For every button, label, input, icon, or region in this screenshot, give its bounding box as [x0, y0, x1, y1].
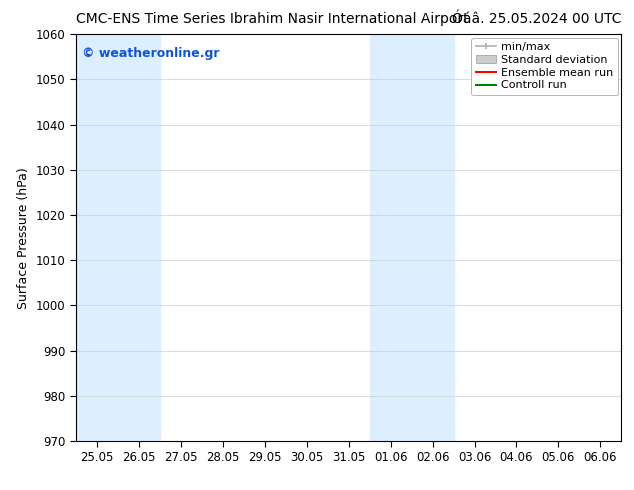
- Legend: min/max, Standard deviation, Ensemble mean run, Controll run: min/max, Standard deviation, Ensemble me…: [471, 38, 618, 95]
- Text: CMC-ENS Time Series Ibrahim Nasir International Airport: CMC-ENS Time Series Ibrahim Nasir Intern…: [76, 12, 469, 26]
- Y-axis label: Surface Pressure (hPa): Surface Pressure (hPa): [17, 167, 30, 309]
- Text: Óáâ. 25.05.2024 00 UTC: Óáâ. 25.05.2024 00 UTC: [452, 12, 621, 26]
- Bar: [370, 34, 453, 441]
- Text: © weatheronline.gr: © weatheronline.gr: [82, 47, 219, 59]
- Bar: [76, 34, 160, 441]
